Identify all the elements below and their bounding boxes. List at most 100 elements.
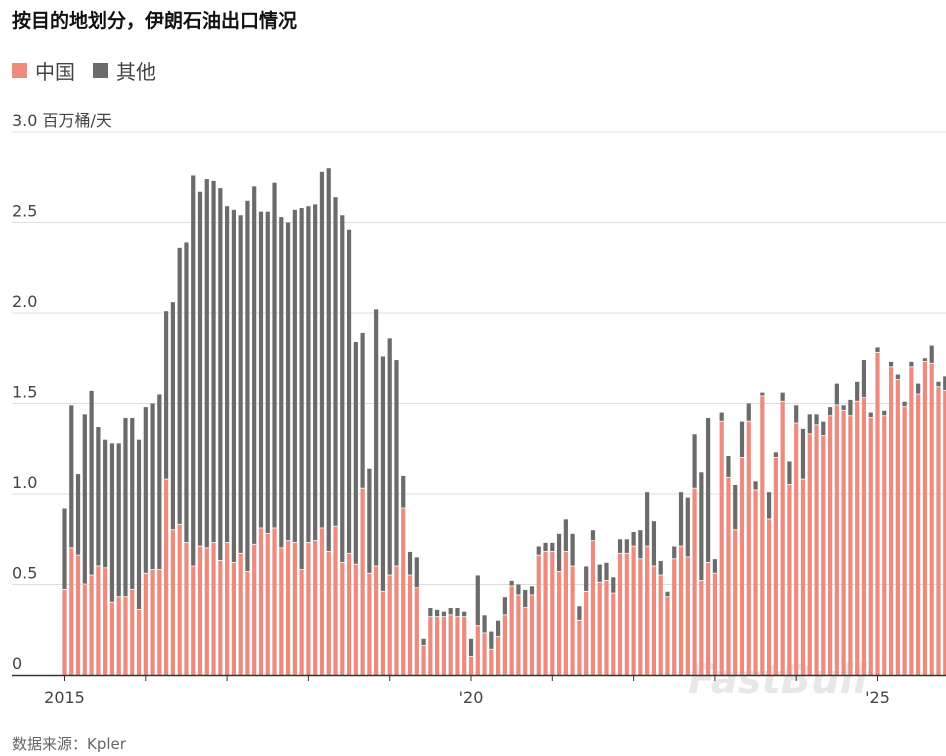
bar-china: [299, 570, 304, 675]
bar-other: [611, 577, 616, 593]
bar-china: [441, 617, 446, 675]
bar-china: [773, 457, 778, 675]
bar-china: [827, 416, 833, 675]
bar-china: [726, 477, 731, 675]
bar-china: [909, 367, 914, 675]
bar-china: [922, 361, 928, 675]
bar-other: [895, 374, 900, 380]
bar-china: [733, 530, 738, 675]
bar-other: [800, 428, 806, 479]
bar-china: [462, 617, 467, 675]
bar-china: [252, 544, 257, 675]
bar-china: [387, 575, 392, 675]
bar-other: [265, 211, 270, 534]
bar-china: [170, 530, 175, 675]
bar-other: [726, 455, 731, 477]
bar-china: [116, 597, 121, 675]
bar-china: [360, 488, 365, 675]
bar-china: [706, 562, 711, 675]
bar-other: [177, 247, 182, 524]
bar-china: [82, 584, 87, 675]
bar-other: [374, 309, 379, 566]
bar-other: [909, 361, 914, 367]
bar-other: [651, 521, 657, 566]
bar-other: [475, 575, 480, 626]
bar-other: [313, 204, 318, 541]
bar-china: [584, 591, 589, 675]
bar-other: [787, 461, 792, 485]
bar-other: [936, 381, 941, 387]
bar-other: [103, 439, 108, 568]
bar-china: [245, 571, 250, 675]
bar-other: [164, 311, 169, 479]
bar-other: [523, 589, 528, 608]
bar-other: [204, 179, 209, 548]
bar-china: [746, 421, 751, 675]
bar-other: [678, 492, 684, 546]
bar-china: [285, 541, 291, 675]
bar-other: [624, 539, 629, 553]
bar-china: [367, 573, 372, 675]
bar-other: [807, 414, 812, 434]
bar-china: [611, 593, 616, 675]
legend-label-china: 中国: [35, 60, 75, 84]
bar-other: [319, 171, 325, 528]
bar-other: [733, 484, 738, 530]
legend-swatch-china: [12, 63, 27, 78]
bar-china: [794, 423, 799, 675]
y-tick-label: 1.0: [12, 473, 37, 492]
bar-other: [306, 206, 311, 543]
bar-other: [543, 542, 548, 552]
bar-other: [89, 390, 94, 575]
bar-china: [448, 615, 453, 675]
bar-china: [597, 582, 602, 675]
bar-china: [435, 617, 440, 675]
bar-china: [529, 595, 535, 675]
bar-china: [482, 633, 487, 675]
bar-other: [211, 180, 216, 543]
bar-china: [313, 541, 318, 675]
legend-item-china: 中国: [12, 56, 75, 85]
bar-china: [69, 548, 74, 675]
bar-china: [326, 551, 331, 675]
bar-china: [624, 553, 629, 675]
bar-other: [353, 341, 358, 564]
bar-china: [225, 542, 230, 675]
bar-china: [516, 595, 521, 675]
bar-other: [502, 597, 507, 615]
bar-other: [516, 584, 521, 595]
bar-other: [252, 186, 257, 544]
bar-china: [943, 390, 946, 675]
bar-other: [279, 217, 284, 548]
bar-other: [529, 586, 535, 595]
bar-other: [821, 421, 826, 436]
bar-china: [353, 564, 358, 675]
chart-title: 按目的地划分，伊朗石油出口情况: [12, 10, 298, 32]
bar-other: [556, 533, 562, 572]
bar-other: [604, 562, 609, 581]
bar-other: [875, 347, 880, 353]
bar-china: [258, 528, 264, 675]
bar-other: [584, 566, 589, 591]
bar-china: [685, 557, 690, 675]
bar-china: [103, 568, 108, 675]
bar-other: [739, 421, 745, 457]
bar-other: [258, 211, 264, 528]
bar-other: [245, 200, 250, 572]
bars-group: [62, 168, 946, 675]
bar-other: [645, 492, 650, 546]
bar-other: [489, 631, 494, 649]
y-tick-label: 0: [12, 654, 22, 673]
bar-other: [435, 609, 440, 617]
bar-china: [89, 575, 94, 675]
bar-china: [265, 533, 270, 675]
x-tick-label: 2015: [44, 688, 85, 707]
bar-china: [489, 649, 494, 675]
bar-other: [658, 560, 663, 575]
bar-china: [143, 573, 148, 675]
bar-china: [861, 398, 867, 675]
bar-other: [665, 591, 670, 597]
bar-other: [333, 197, 338, 526]
legend-label-other: 其他: [116, 60, 156, 84]
